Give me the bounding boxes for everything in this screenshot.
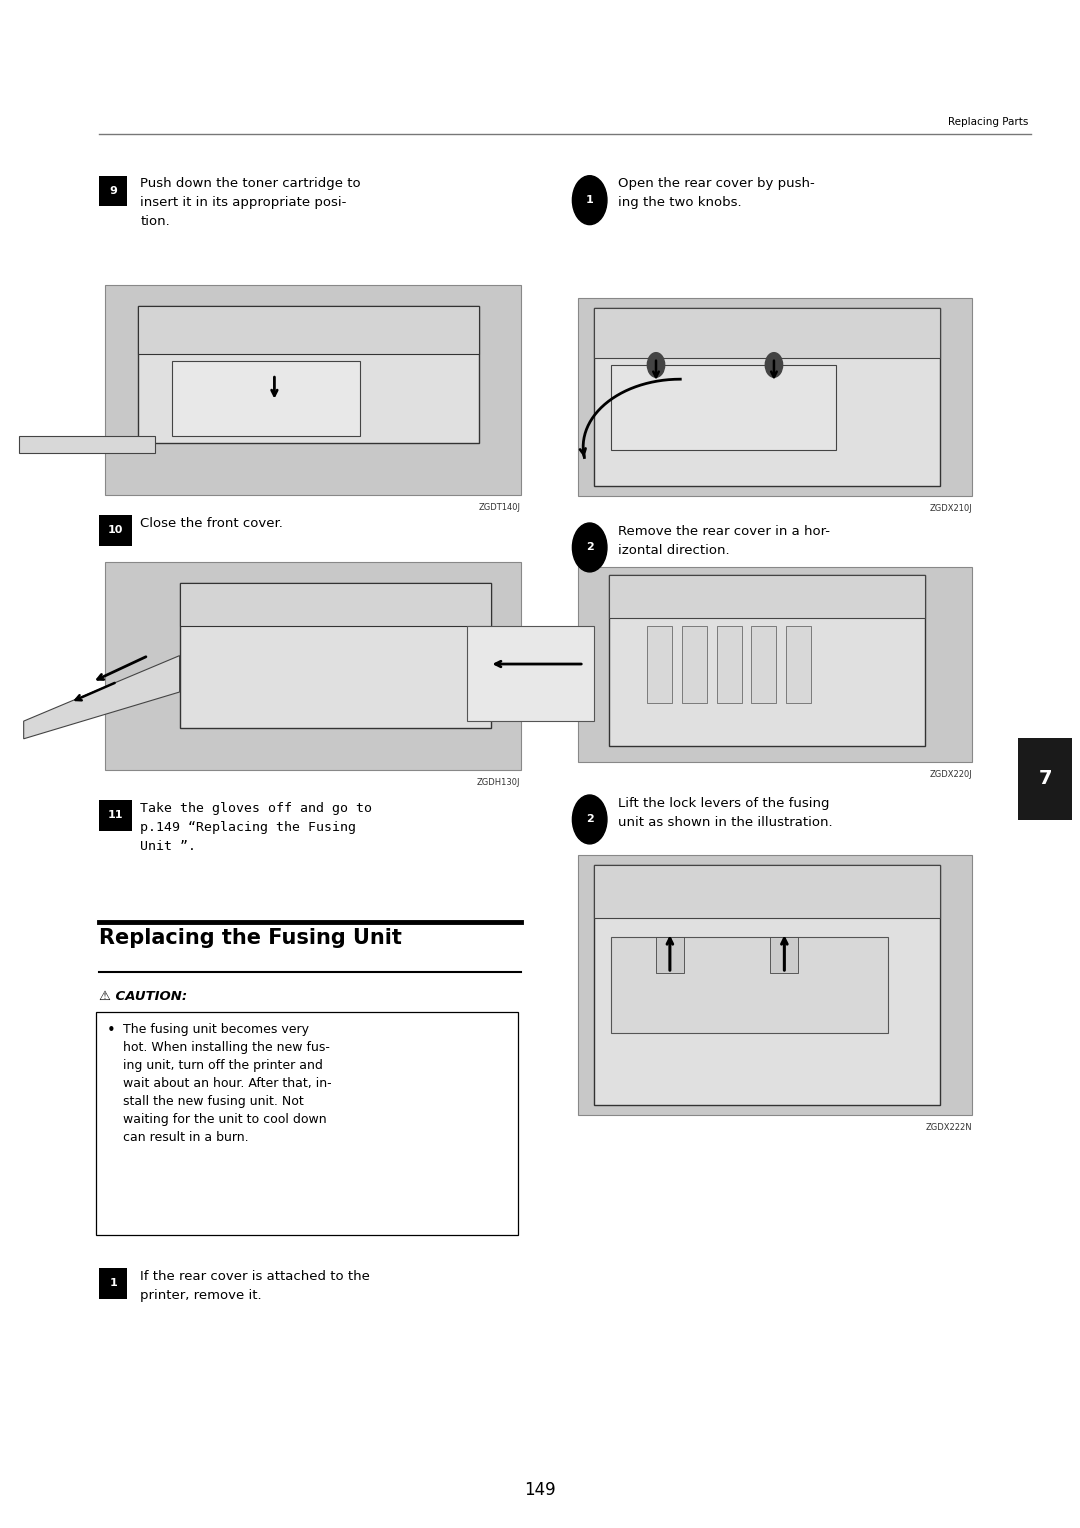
Text: 9: 9 bbox=[109, 186, 118, 196]
FancyBboxPatch shape bbox=[578, 567, 972, 762]
FancyBboxPatch shape bbox=[609, 575, 924, 617]
Text: 2: 2 bbox=[585, 814, 594, 825]
Text: 10: 10 bbox=[108, 526, 123, 535]
Text: ZGDX222N: ZGDX222N bbox=[926, 1123, 972, 1132]
FancyBboxPatch shape bbox=[611, 365, 836, 451]
FancyBboxPatch shape bbox=[656, 937, 684, 973]
Text: Push down the toner cartridge to
insert it in its appropriate posi-
tion.: Push down the toner cartridge to insert … bbox=[140, 177, 361, 228]
Text: •: • bbox=[107, 1022, 116, 1038]
Circle shape bbox=[647, 353, 664, 377]
FancyBboxPatch shape bbox=[611, 937, 889, 1033]
FancyBboxPatch shape bbox=[594, 309, 941, 358]
FancyBboxPatch shape bbox=[172, 361, 360, 435]
FancyBboxPatch shape bbox=[468, 626, 594, 721]
FancyBboxPatch shape bbox=[179, 582, 491, 729]
FancyBboxPatch shape bbox=[105, 562, 521, 770]
FancyBboxPatch shape bbox=[179, 582, 491, 626]
Text: ZGDX210J: ZGDX210J bbox=[929, 504, 972, 512]
FancyBboxPatch shape bbox=[786, 626, 811, 703]
Text: Close the front cover.: Close the front cover. bbox=[140, 516, 283, 530]
FancyBboxPatch shape bbox=[1018, 738, 1072, 821]
FancyBboxPatch shape bbox=[138, 306, 480, 354]
Text: ⚠ CAUTION:: ⚠ CAUTION: bbox=[99, 990, 188, 1002]
Polygon shape bbox=[24, 656, 179, 740]
FancyBboxPatch shape bbox=[770, 937, 798, 973]
FancyBboxPatch shape bbox=[96, 1012, 518, 1235]
Circle shape bbox=[572, 795, 607, 843]
FancyBboxPatch shape bbox=[681, 626, 707, 703]
Text: If the rear cover is attached to the
printer, remove it.: If the rear cover is attached to the pri… bbox=[140, 1270, 370, 1302]
FancyBboxPatch shape bbox=[105, 286, 521, 495]
FancyBboxPatch shape bbox=[99, 515, 132, 545]
FancyBboxPatch shape bbox=[609, 575, 924, 746]
FancyBboxPatch shape bbox=[99, 801, 132, 831]
Text: Take the gloves off and go to
p.149 “Replacing the Fusing
Unit ”.: Take the gloves off and go to p.149 “Rep… bbox=[140, 802, 373, 853]
Text: 2: 2 bbox=[585, 542, 594, 553]
Text: 7: 7 bbox=[1039, 770, 1052, 788]
Polygon shape bbox=[18, 435, 156, 452]
Text: ZGDH130J: ZGDH130J bbox=[477, 778, 521, 787]
FancyBboxPatch shape bbox=[578, 856, 972, 1115]
Circle shape bbox=[572, 176, 607, 225]
FancyBboxPatch shape bbox=[716, 626, 742, 703]
FancyBboxPatch shape bbox=[99, 176, 127, 206]
Circle shape bbox=[766, 353, 783, 377]
FancyBboxPatch shape bbox=[594, 865, 941, 918]
Text: 149: 149 bbox=[524, 1481, 556, 1499]
FancyBboxPatch shape bbox=[578, 298, 972, 497]
Text: Replacing the Fusing Unit: Replacing the Fusing Unit bbox=[99, 927, 402, 947]
FancyBboxPatch shape bbox=[752, 626, 777, 703]
Text: The fusing unit becomes very
hot. When installing the new fus-
ing unit, turn of: The fusing unit becomes very hot. When i… bbox=[123, 1022, 332, 1143]
Text: Remove the rear cover in a hor-
izontal direction.: Remove the rear cover in a hor- izontal … bbox=[618, 524, 829, 556]
FancyBboxPatch shape bbox=[594, 865, 941, 1105]
FancyBboxPatch shape bbox=[647, 626, 673, 703]
Text: ZGDT140J: ZGDT140J bbox=[478, 503, 521, 512]
Text: 11: 11 bbox=[108, 810, 123, 821]
FancyBboxPatch shape bbox=[594, 309, 941, 486]
FancyBboxPatch shape bbox=[99, 1268, 127, 1299]
Text: 1: 1 bbox=[109, 1279, 118, 1288]
Text: ZGDX220J: ZGDX220J bbox=[929, 770, 972, 779]
Text: Open the rear cover by push-
ing the two knobs.: Open the rear cover by push- ing the two… bbox=[618, 177, 814, 209]
Text: Replacing Parts: Replacing Parts bbox=[948, 116, 1028, 127]
FancyBboxPatch shape bbox=[138, 306, 480, 443]
Text: Lift the lock levers of the fusing
unit as shown in the illustration.: Lift the lock levers of the fusing unit … bbox=[618, 796, 833, 828]
Text: 1: 1 bbox=[585, 196, 594, 205]
Circle shape bbox=[572, 523, 607, 571]
